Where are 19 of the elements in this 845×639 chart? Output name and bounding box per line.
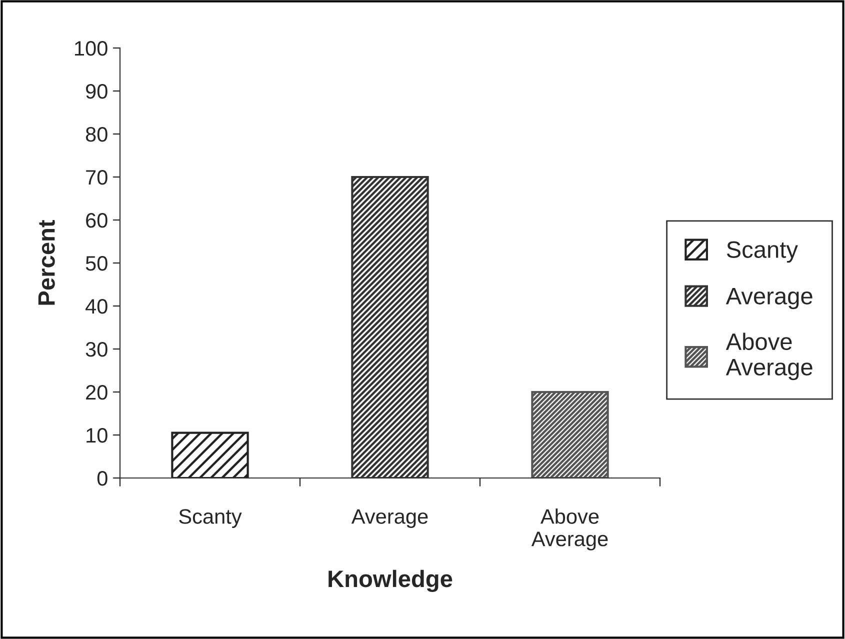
- y-tick-label: 50: [86, 256, 108, 271]
- legend-label: Scanty: [726, 241, 798, 263]
- x-tick-label: Above Average: [531, 508, 608, 550]
- y-tick-label: 40: [86, 299, 108, 314]
- y-tick-label: 0: [97, 471, 108, 486]
- y-tick-label: 10: [86, 428, 108, 443]
- legend-label: Average: [726, 288, 812, 310]
- legend-label: Above Average: [726, 332, 812, 380]
- y-tick-label: 90: [86, 84, 108, 99]
- y-tick-label: 100: [75, 41, 108, 56]
- x-tick-label: Average: [351, 509, 428, 528]
- y-tick-label: 20: [86, 385, 108, 400]
- x-tick-label: Scanty: [179, 509, 242, 528]
- y-tick-label: 60: [86, 213, 108, 228]
- y-tick-label: 80: [86, 127, 108, 142]
- x-axis-title: Knowledge: [328, 570, 452, 592]
- y-tick-label: 30: [86, 342, 108, 357]
- y-axis-title: Percent: [38, 220, 55, 305]
- y-tick-label: 70: [86, 170, 108, 185]
